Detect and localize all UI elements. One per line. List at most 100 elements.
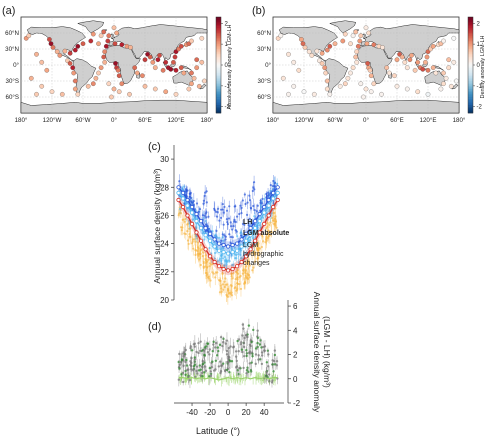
colorbar-swatch: [468, 55, 473, 58]
anomaly-point: [239, 343, 243, 346]
anomaly-point: [187, 375, 190, 379]
anomaly-point: [178, 352, 181, 356]
colorbar-swatch: [468, 69, 473, 72]
colorbar-swatch: [216, 92, 221, 95]
anomaly-point: [199, 368, 203, 371]
hydro-point: [270, 231, 273, 234]
colorbar-swatch: [216, 55, 221, 58]
colorbar-swatch: [468, 76, 473, 79]
lon-tick-label: 180°: [201, 117, 214, 124]
station-point: [189, 70, 194, 76]
anomaly-point: [227, 357, 230, 361]
anomaly-point: [257, 358, 260, 361]
colorbar-swatch: [216, 77, 221, 80]
hydro-blue-point: [213, 241, 216, 244]
lgm-point: [247, 222, 250, 225]
series-marker: [180, 196, 186, 201]
lgm-point: [252, 204, 255, 208]
anomaly-point: [192, 343, 196, 346]
hydro-point: [196, 241, 200, 244]
station-point: [155, 57, 161, 63]
station-point: [54, 49, 60, 55]
landmass-12: [362, 33, 367, 39]
anomaly-point: [211, 360, 214, 363]
anomaly-point: [267, 373, 271, 376]
lgm-point: [271, 184, 275, 188]
legend-lgm-hydro-1: LGM: [243, 242, 258, 249]
station-point: [323, 70, 329, 76]
hydro-blue-point: [237, 253, 240, 256]
landmass-1: [324, 58, 349, 95]
lgm-point: [205, 201, 208, 204]
hydro-blue-point: [262, 216, 265, 219]
panel-c-density-chart: (c) Annual surface density (kg/m³) 20222…: [148, 141, 289, 305]
colorbar-swatch: [216, 17, 221, 19]
station-point: [111, 25, 117, 31]
lgm-point: [220, 208, 223, 211]
station-point: [105, 38, 111, 44]
colorbar-swatch: [216, 45, 221, 48]
hydro-blue-point: [203, 238, 206, 241]
hydro-blue-point: [217, 236, 221, 239]
lgm-point: [229, 225, 233, 228]
colorbar-swatch: [468, 20, 473, 23]
series-marker: [271, 190, 276, 195]
station-point: [451, 35, 457, 41]
series-marker: [194, 219, 199, 224]
station-point: [157, 53, 162, 58]
colorbar-swatch: [216, 109, 221, 112]
lgm-point: [225, 209, 229, 212]
hydro-point: [209, 279, 212, 282]
lgm-point: [238, 212, 241, 216]
series-marker: [230, 266, 235, 272]
hydro-blue-point: [220, 262, 223, 265]
station-point: [59, 91, 65, 97]
station-point: [50, 45, 56, 50]
hydro-point: [224, 277, 227, 280]
station-point: [127, 91, 132, 97]
hydro-point: [222, 288, 225, 291]
colorbar-swatch: [468, 39, 473, 42]
hydro-point: [243, 282, 246, 285]
station-point: [430, 43, 436, 49]
anomaly-point: [256, 329, 259, 332]
anomaly-point: [199, 374, 202, 377]
series-marker: [248, 226, 253, 231]
hydro-blue-point: [211, 230, 214, 233]
anomaly-point: [195, 365, 199, 368]
lgm-point: [226, 222, 229, 226]
lat-tick-label: 30°N: [5, 46, 19, 53]
hydro-point: [235, 270, 238, 274]
station-point: [163, 59, 169, 65]
series-marker: [253, 226, 258, 231]
station-point: [301, 89, 307, 95]
hydro-point: [192, 247, 195, 250]
colorbar-swatch: [468, 87, 473, 90]
anomaly-point: [245, 368, 249, 372]
station-point: [115, 67, 121, 73]
hydro-blue-point: [208, 246, 211, 250]
hydro-point: [266, 237, 269, 240]
anomaly-point: [201, 363, 205, 366]
anomaly-point: [203, 371, 206, 374]
hydro-point: [260, 233, 263, 237]
legend-lh: LH: [243, 219, 252, 226]
hydro-blue-point: [213, 257, 216, 260]
colorbar-swatch: [216, 90, 221, 93]
anomaly-point: [247, 324, 251, 327]
hydro-blue-point: [253, 215, 256, 218]
station-point: [114, 30, 119, 36]
colorbar-swatch: [468, 37, 473, 40]
station-point: [327, 43, 333, 49]
hydro-point: [231, 277, 234, 280]
anomaly-point: [206, 342, 209, 345]
y-tick-label-c: 30: [160, 155, 169, 164]
station-point: [168, 66, 174, 72]
y-tick-label-c: 24: [160, 240, 169, 249]
station-point: [101, 29, 107, 35]
anomaly-point: [224, 342, 227, 345]
anomaly-point: [220, 364, 224, 367]
colorbar-swatch: [468, 34, 473, 37]
station-point: [186, 86, 192, 92]
anomaly-point: [214, 346, 217, 349]
